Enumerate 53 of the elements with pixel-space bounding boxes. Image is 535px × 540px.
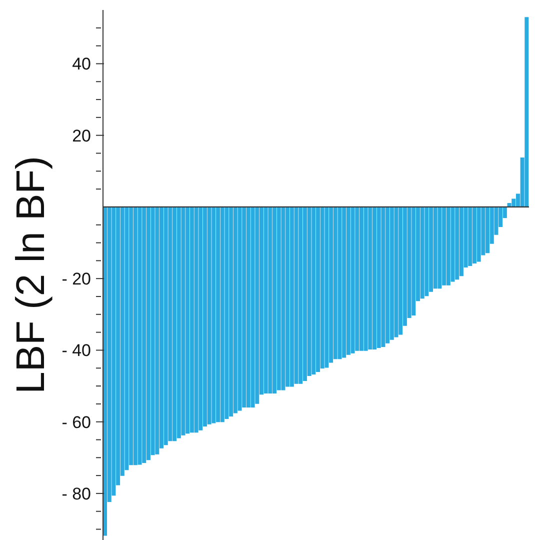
bar [298,206,303,384]
bar [412,206,416,316]
bar [176,206,181,438]
bar [281,206,286,390]
bar [242,206,246,408]
bar [390,206,394,340]
bar [198,206,203,430]
bar [455,206,460,280]
bar [376,206,381,348]
bar [142,206,146,464]
y-tick-label: 20 [72,126,91,146]
bar [181,206,186,436]
bar [250,206,255,408]
y-tick-label: - 80 [62,484,91,504]
bar [194,206,198,433]
bar [238,206,242,411]
bar [394,206,398,338]
bar [524,17,529,207]
bar [476,206,481,262]
bar [350,206,355,354]
bar [420,206,424,299]
bar [355,206,360,351]
bar [312,206,316,375]
bar [268,206,272,394]
bar [138,206,142,465]
bar [433,206,438,289]
bar [468,206,472,266]
bar [364,206,368,351]
bar [368,206,372,350]
bar [212,206,216,424]
bar [207,206,212,424]
bar [164,206,168,446]
bar [294,206,298,384]
bar [438,206,442,289]
bar [381,206,386,347]
y-tick-label: - 20 [62,270,91,289]
y-axis-title: LBF (2 ln BF) [9,156,54,394]
y-tick-label: - 60 [62,412,91,432]
bar [276,206,281,390]
y-tick-label: 40 [72,54,91,74]
bar [424,206,429,296]
bar [255,206,260,404]
bar [320,206,324,368]
bar [168,206,172,442]
bar [155,206,160,454]
bar [324,206,329,368]
bar [450,206,455,282]
y-tick-label: - 40 [62,341,91,360]
bar [333,206,338,360]
bar [224,206,229,419]
bar [264,206,268,394]
bar [220,206,224,422]
bar [338,206,342,360]
